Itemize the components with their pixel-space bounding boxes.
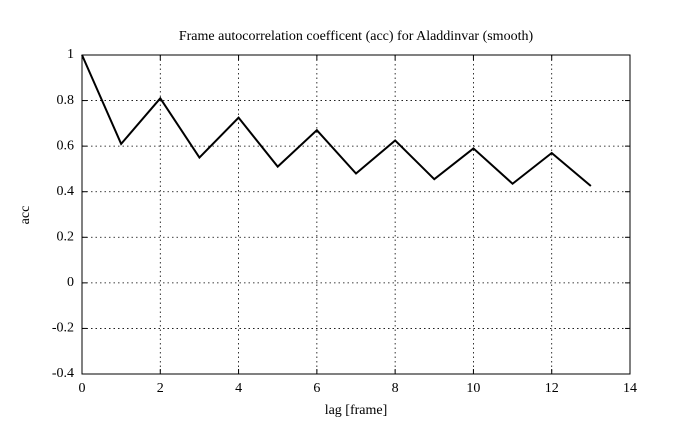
- y-tick-label: 0.4: [57, 184, 75, 199]
- y-tick-label: -0.4: [52, 366, 74, 381]
- x-tick-label: 2: [157, 381, 164, 396]
- y-tick-label: 0.6: [57, 138, 75, 153]
- x-axis-label: lag [frame]: [325, 403, 388, 418]
- x-tick-label: 4: [235, 381, 242, 396]
- x-tick-label: 8: [392, 381, 399, 396]
- x-tick-label: 0: [79, 381, 86, 396]
- x-tick-label: 6: [313, 381, 320, 396]
- chart-title: Frame autocorrelation coefficent (acc) f…: [179, 29, 534, 44]
- y-axis-label: acc: [18, 206, 33, 225]
- x-tick-label: 12: [545, 381, 559, 396]
- y-tick-label: 1: [67, 47, 74, 62]
- x-tick-label: 10: [466, 381, 480, 396]
- y-tick-label: 0.2: [57, 230, 75, 245]
- y-tick-label: 0: [67, 275, 74, 290]
- y-tick-label: -0.2: [52, 321, 74, 336]
- y-tick-label: 0.8: [57, 93, 75, 108]
- data-line: [81, 54, 592, 187]
- plot-frame: [81, 54, 631, 375]
- x-tick-label: 14: [623, 381, 637, 396]
